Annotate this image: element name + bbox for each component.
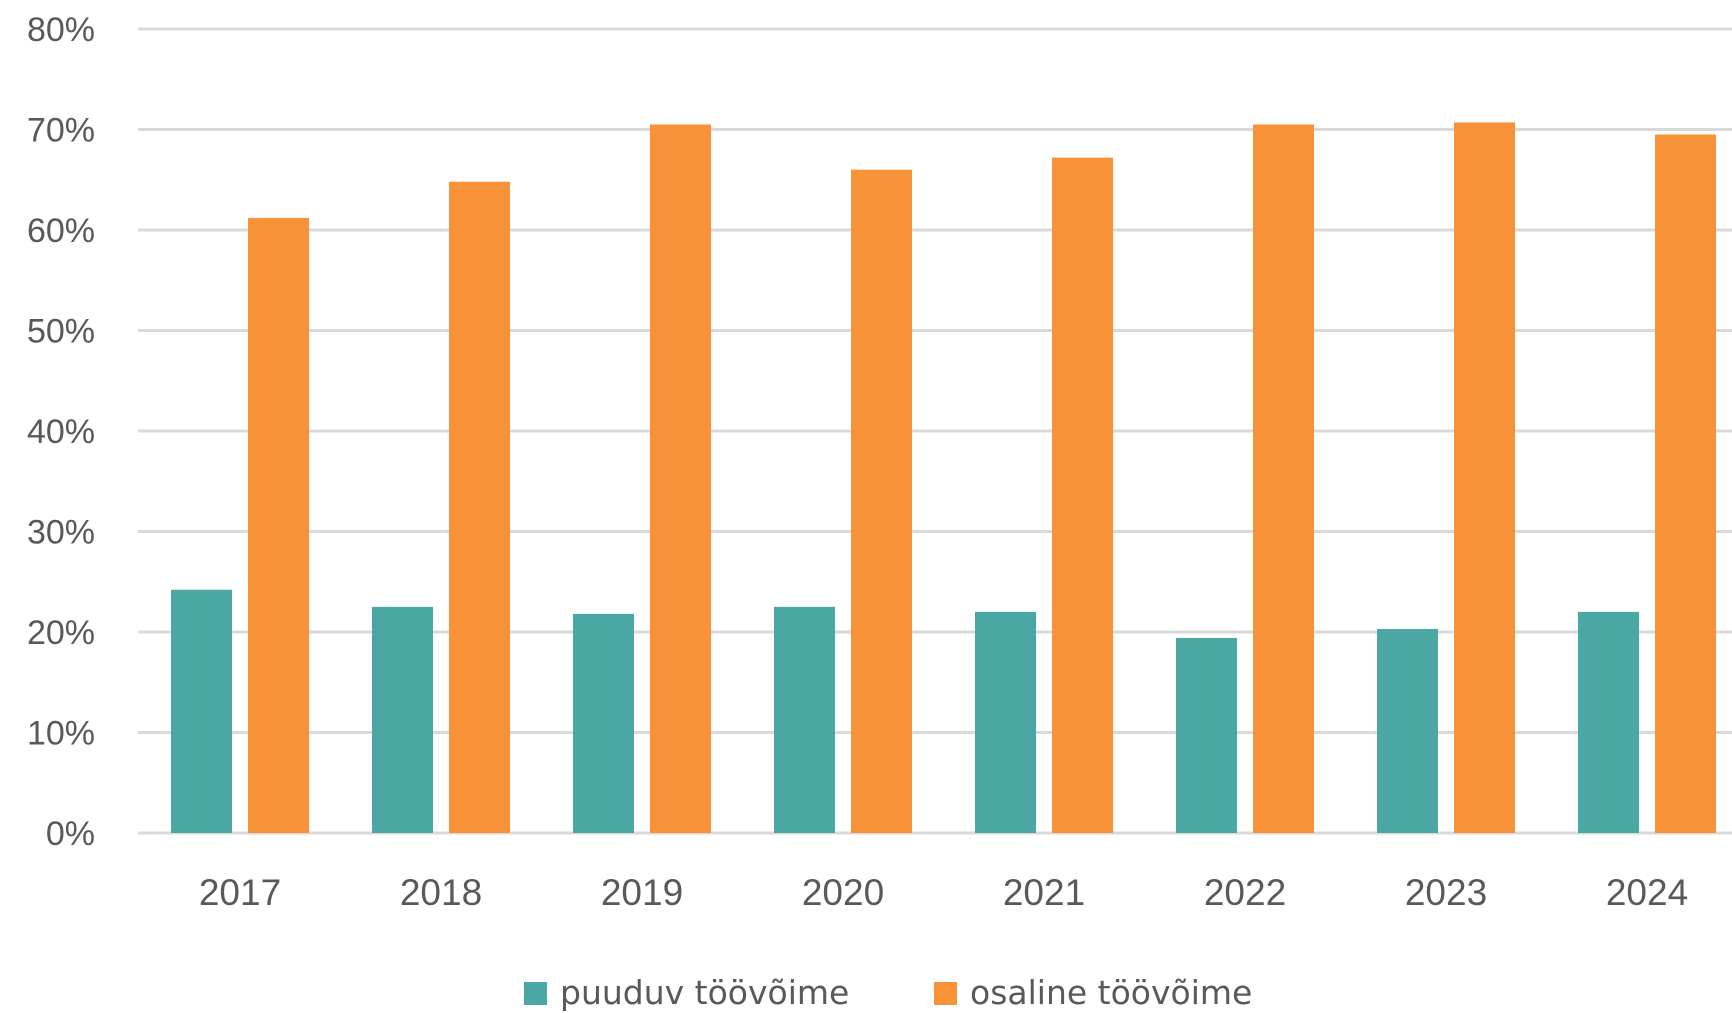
x-tick-label: 2022 <box>1204 872 1286 913</box>
legend: puuduv töövõime osaline töövõime <box>524 973 1252 1012</box>
y-tick-label: 30% <box>27 514 95 552</box>
y-axis-tick-labels: 0% 10% 20% 30% 40% 50% 60% 70% 80% <box>27 11 95 853</box>
bars <box>171 122 1716 834</box>
y-tick-label: 60% <box>27 212 95 250</box>
bar-puuduv-2020 <box>774 606 835 833</box>
legend-swatch <box>524 982 547 1005</box>
legend-label: osaline töövõime <box>970 973 1252 1012</box>
x-tick-label: 2020 <box>802 872 884 913</box>
y-tick-label: 0% <box>46 815 95 853</box>
bar-puuduv-2021 <box>975 611 1036 833</box>
y-tick-label: 40% <box>27 413 95 451</box>
bar-osaline-2023 <box>1454 122 1515 834</box>
legend-label: puuduv töövõime <box>560 973 849 1012</box>
y-tick-label: 80% <box>27 11 95 49</box>
bar-puuduv-2018 <box>372 606 433 833</box>
bar-puuduv-2022 <box>1176 638 1237 833</box>
legend-swatch <box>934 982 957 1005</box>
bar-osaline-2020 <box>851 169 912 833</box>
bar-puuduv-2023 <box>1377 628 1438 833</box>
x-tick-label: 2024 <box>1606 872 1688 913</box>
bar-puuduv-2019 <box>573 613 634 833</box>
y-tick-label: 20% <box>27 614 95 652</box>
bar-osaline-2021 <box>1052 157 1113 833</box>
bar-puuduv-2024 <box>1578 611 1639 833</box>
x-tick-label: 2018 <box>400 872 482 913</box>
y-tick-label: 70% <box>27 112 95 150</box>
y-tick-label: 50% <box>27 313 95 351</box>
x-tick-label: 2023 <box>1405 872 1487 913</box>
x-tick-label: 2019 <box>601 872 683 913</box>
bar-osaline-2024 <box>1655 134 1716 833</box>
x-tick-label: 2017 <box>199 872 281 913</box>
bar-puuduv-2017 <box>171 589 232 833</box>
bar-osaline-2022 <box>1253 124 1314 834</box>
bar-osaline-2019 <box>650 124 711 834</box>
x-tick-label: 2021 <box>1003 872 1085 913</box>
bar-osaline-2017 <box>248 217 309 833</box>
x-axis-tick-labels: 2017 2018 2019 2020 2021 2022 2023 2024 <box>199 872 1688 913</box>
y-tick-label: 10% <box>27 715 95 753</box>
bar-osaline-2018 <box>449 181 510 833</box>
